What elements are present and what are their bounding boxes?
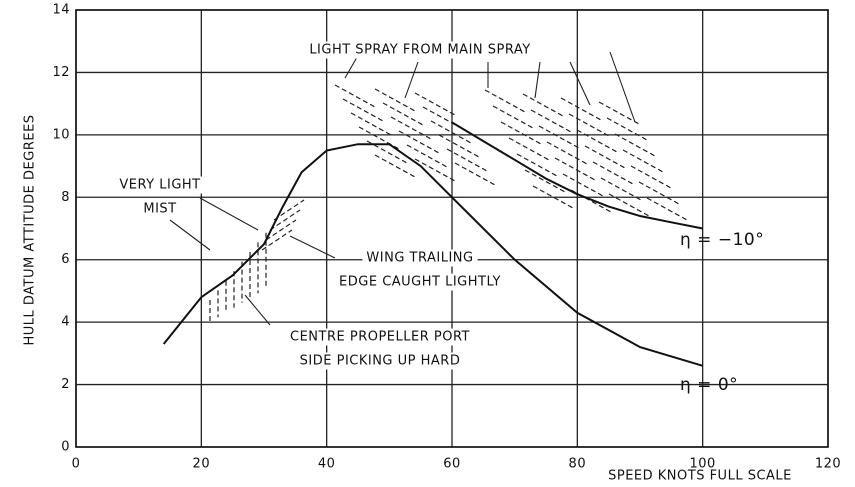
curve [162,143,703,367]
spray-hatch [562,173,604,197]
annotation: CENTRE PROPELLER PORT [290,330,470,345]
annotation-bg [139,200,181,218]
annotation-bg [305,41,535,59]
spray-hatch [508,137,550,161]
spray-hatch [438,134,480,158]
y-tick-label: 6 [61,252,70,267]
spray-hatch [390,116,432,140]
spray-hatch [446,148,488,172]
annotation-bg [362,249,478,267]
curve [451,121,703,230]
spray-hatch [638,181,680,205]
x-tick-label: 20 [193,457,211,472]
y-axis-label: HULL DATUM ATTITUDE DEGREES [23,114,38,345]
series-label: η = 0° [680,375,738,395]
x-tick-label: 40 [318,457,336,472]
spray-hatch [414,92,456,116]
x-axis-label: SPEED KNOTS FULL SCALE [608,469,792,484]
spray-hatch [500,121,542,145]
spray-hatch [350,112,392,136]
spray-hatch [546,141,588,165]
spray-hatch [382,102,424,126]
spray-hatch [522,93,564,117]
y-tick-label: 4 [61,315,70,330]
y-tick-label: 8 [61,190,70,205]
spray-hatch [538,125,580,149]
y-tick-label: 2 [61,377,70,392]
spray-hatch [576,129,618,153]
spray-hatch [334,84,376,108]
y-tick-label: 12 [52,65,70,80]
wing-hatch [265,219,297,241]
spray-hatching [209,84,688,322]
y-tick-label: 10 [52,127,70,142]
wing-hatch [273,199,305,221]
spray-hatch [430,120,472,144]
spray-hatch [454,162,496,186]
spray-hatch [414,158,456,182]
spray-hatch [646,197,688,221]
spray-hatch [492,105,534,129]
spray-hatch [622,149,664,173]
annotation-bg [115,176,205,194]
annotation-bg [286,328,474,346]
annotation: WING TRAILING [366,251,473,266]
spray-hatch [484,89,526,113]
wing-hatch [261,229,293,251]
annotation-bg [335,273,505,291]
annotation: EDGE CAUGHT LIGHTLY [339,275,501,290]
annotation: VERY LIGHT [119,178,200,193]
x-tick-label: 80 [569,457,587,472]
spray-hatch [592,161,634,185]
y-tick-label: 0 [61,440,70,455]
wing-hatch [269,209,301,231]
annotation: SIDE PICKING UP HARD [300,354,461,369]
annotation: LIGHT SPRAY FROM MAIN SPRAY [309,43,530,58]
spray-hatch [630,165,672,189]
x-tick-label: 0 [72,457,81,472]
x-tick-label: 120 [815,457,841,472]
spray-hatch [524,169,566,193]
series-label: η = −10° [680,230,764,250]
annotation-arrows [169,51,636,326]
x-tick-label: 100 [690,457,716,472]
plot-frame [75,9,829,448]
spray-hatch [568,113,610,137]
x-tick-label: 60 [443,457,461,472]
spray-hatch [606,117,648,141]
spray-hatch [342,98,384,122]
spray-hatch [554,157,596,181]
spray-hatch [406,144,448,168]
spray-hatch [598,101,640,125]
spray-hatch [584,145,626,169]
spray-hatch [614,133,656,157]
annotation: MIST [143,202,176,217]
spray-hatch [374,88,416,112]
annotation-bg [295,352,465,370]
spray-hatch [530,109,572,133]
spray-hatch [560,97,602,121]
y-tick-label: 14 [52,3,70,18]
